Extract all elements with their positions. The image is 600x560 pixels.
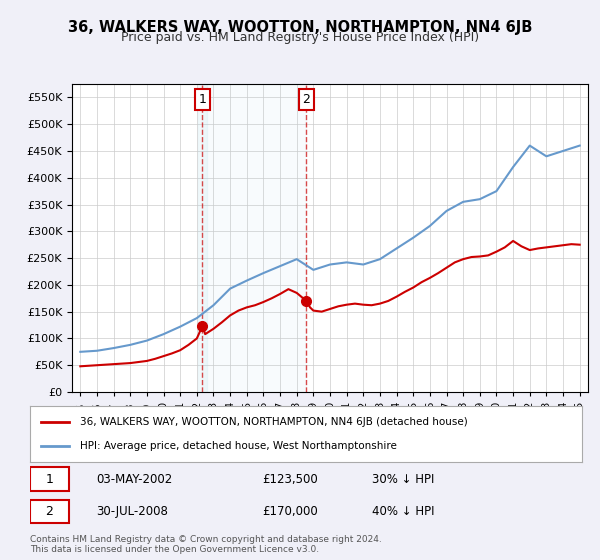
Bar [197, 84, 208, 392]
Text: HPI: Average price, detached house, West Northamptonshire: HPI: Average price, detached house, West… [80, 441, 397, 451]
Text: Price paid vs. HM Land Registry's House Price Index (HPI): Price paid vs. HM Land Registry's House … [121, 31, 479, 44]
Bar [202, 84, 307, 392]
Text: 2: 2 [302, 93, 310, 106]
FancyBboxPatch shape [30, 468, 68, 491]
Text: 03-MAY-2002: 03-MAY-2002 [96, 473, 172, 486]
Text: 2: 2 [46, 505, 53, 518]
Text: 36, WALKERS WAY, WOOTTON, NORTHAMPTON, NN4 6JB (detached house): 36, WALKERS WAY, WOOTTON, NORTHAMPTON, N… [80, 417, 467, 427]
Text: £123,500: £123,500 [262, 473, 317, 486]
Text: Contains HM Land Registry data © Crown copyright and database right 2024.
This d: Contains HM Land Registry data © Crown c… [30, 535, 382, 554]
Text: 1: 1 [199, 93, 206, 106]
Text: 30% ↓ HPI: 30% ↓ HPI [372, 473, 434, 486]
Text: 40% ↓ HPI: 40% ↓ HPI [372, 505, 435, 518]
Text: 1: 1 [46, 473, 53, 486]
Text: 36, WALKERS WAY, WOOTTON, NORTHAMPTON, NN4 6JB: 36, WALKERS WAY, WOOTTON, NORTHAMPTON, N… [68, 20, 532, 35]
FancyBboxPatch shape [30, 500, 68, 524]
Text: 30-JUL-2008: 30-JUL-2008 [96, 505, 168, 518]
Text: £170,000: £170,000 [262, 505, 317, 518]
